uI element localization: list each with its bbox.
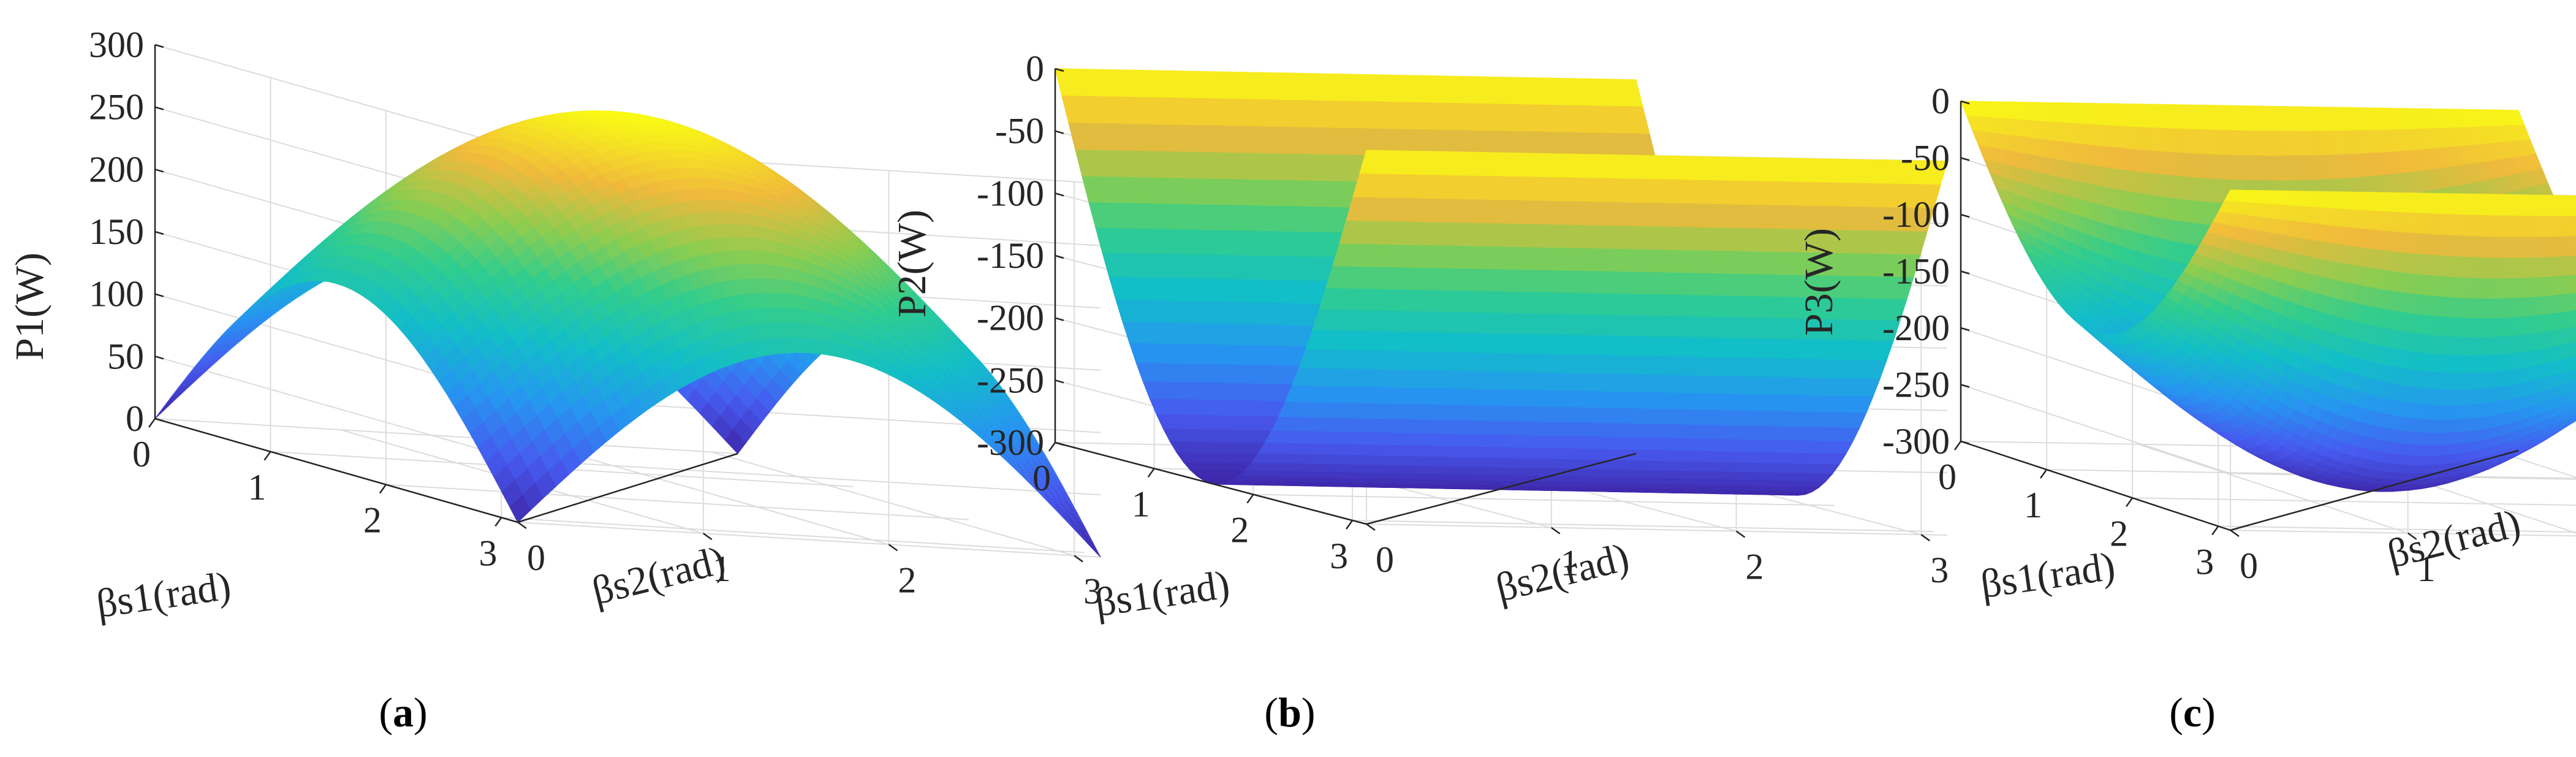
z-tick-mark <box>1055 193 1064 196</box>
surface <box>1961 101 2576 492</box>
z-axis-label: P2(W) <box>890 210 934 318</box>
x-tick-mark <box>380 485 386 493</box>
surface-facet <box>168 384 189 407</box>
x-tick-label: 2 <box>1230 510 1249 550</box>
grid-line <box>518 522 1100 557</box>
x-tick-label: 3 <box>1330 536 1348 576</box>
z-tick-mark <box>1055 318 1064 321</box>
z-tick-label: -200 <box>977 298 1044 338</box>
grid-line <box>1253 495 1834 506</box>
x-tick-label: 2 <box>363 500 382 541</box>
y-tick-label: 3 <box>1930 550 1949 590</box>
x-tick-mark <box>495 517 501 526</box>
z-tick-label: -50 <box>995 111 1044 151</box>
x-tick-label: 1 <box>248 467 266 508</box>
grid-line <box>155 45 518 148</box>
panel-label: (b) <box>1264 689 1315 736</box>
panel-label-open: ( <box>1264 689 1278 736</box>
z-tick-label: 0 <box>126 398 144 439</box>
panel-label-letter: b <box>1278 689 1301 736</box>
z-tick-mark <box>155 356 164 359</box>
x-axis-label: βs1(rad) <box>1093 562 1233 625</box>
panel-label-letter: a <box>393 689 414 736</box>
z-tick-label: 200 <box>89 149 144 189</box>
y-axis-label: βs2(rad) <box>588 538 730 614</box>
z-tick-mark <box>1055 256 1064 258</box>
x-axis-line <box>155 419 518 522</box>
y-tick-label: 2 <box>898 560 916 600</box>
z-axis-label: P1(W) <box>7 253 52 360</box>
y-tick-mark <box>1921 534 1930 541</box>
grid-line <box>155 419 738 454</box>
panel-label-open: ( <box>379 689 393 736</box>
y-tick-mark <box>1551 528 1560 534</box>
z-tick-label: 50 <box>107 336 144 376</box>
z-tick-mark <box>155 107 164 110</box>
panel-label-close: ) <box>414 689 428 736</box>
y-tick-label: 2 <box>1746 546 1764 587</box>
z-tick-label: 100 <box>89 274 144 314</box>
x-tick-mark <box>1148 468 1154 477</box>
grid-line <box>501 517 1084 552</box>
z-tick-label: -100 <box>977 173 1044 213</box>
x-tick-mark <box>264 452 270 460</box>
z-tick-mark <box>155 45 164 47</box>
x-tick-label: 1 <box>1132 484 1150 524</box>
x-tick-mark <box>1346 520 1352 529</box>
x-tick-label: 3 <box>479 533 497 573</box>
surface-facet <box>155 396 176 419</box>
x-tick-label: 0 <box>132 434 151 474</box>
y-tick-mark <box>1366 524 1375 530</box>
z-tick-label: 300 <box>89 25 144 65</box>
x-tick-label: 0 <box>1032 458 1051 498</box>
z-tick-label: -250 <box>977 360 1044 400</box>
z-tick-mark <box>1055 131 1064 134</box>
z-tick-mark <box>155 294 164 297</box>
panel-label-close: ) <box>1301 689 1316 736</box>
z-tick-label: 250 <box>89 87 144 127</box>
x-tick-mark <box>1049 443 1055 451</box>
grid-line <box>386 485 969 520</box>
z-tick-mark <box>155 232 164 234</box>
y-tick-label: 0 <box>527 538 545 578</box>
z-tick-mark <box>155 169 164 172</box>
x-axis-label: βs1(rad) <box>94 563 234 626</box>
z-tick-mark <box>1055 380 1064 382</box>
panel-label: (a) <box>379 689 427 736</box>
z-tick-label: -300 <box>977 422 1044 463</box>
z-tick-label: -150 <box>977 235 1044 276</box>
z-tick-label: 0 <box>1026 48 1044 89</box>
y-tick-mark <box>1737 531 1745 537</box>
z-tick-label: 150 <box>89 211 144 252</box>
x-tick-mark <box>1247 495 1253 503</box>
y-tick-label: 0 <box>1376 539 1394 580</box>
x-tick-mark <box>149 419 155 427</box>
